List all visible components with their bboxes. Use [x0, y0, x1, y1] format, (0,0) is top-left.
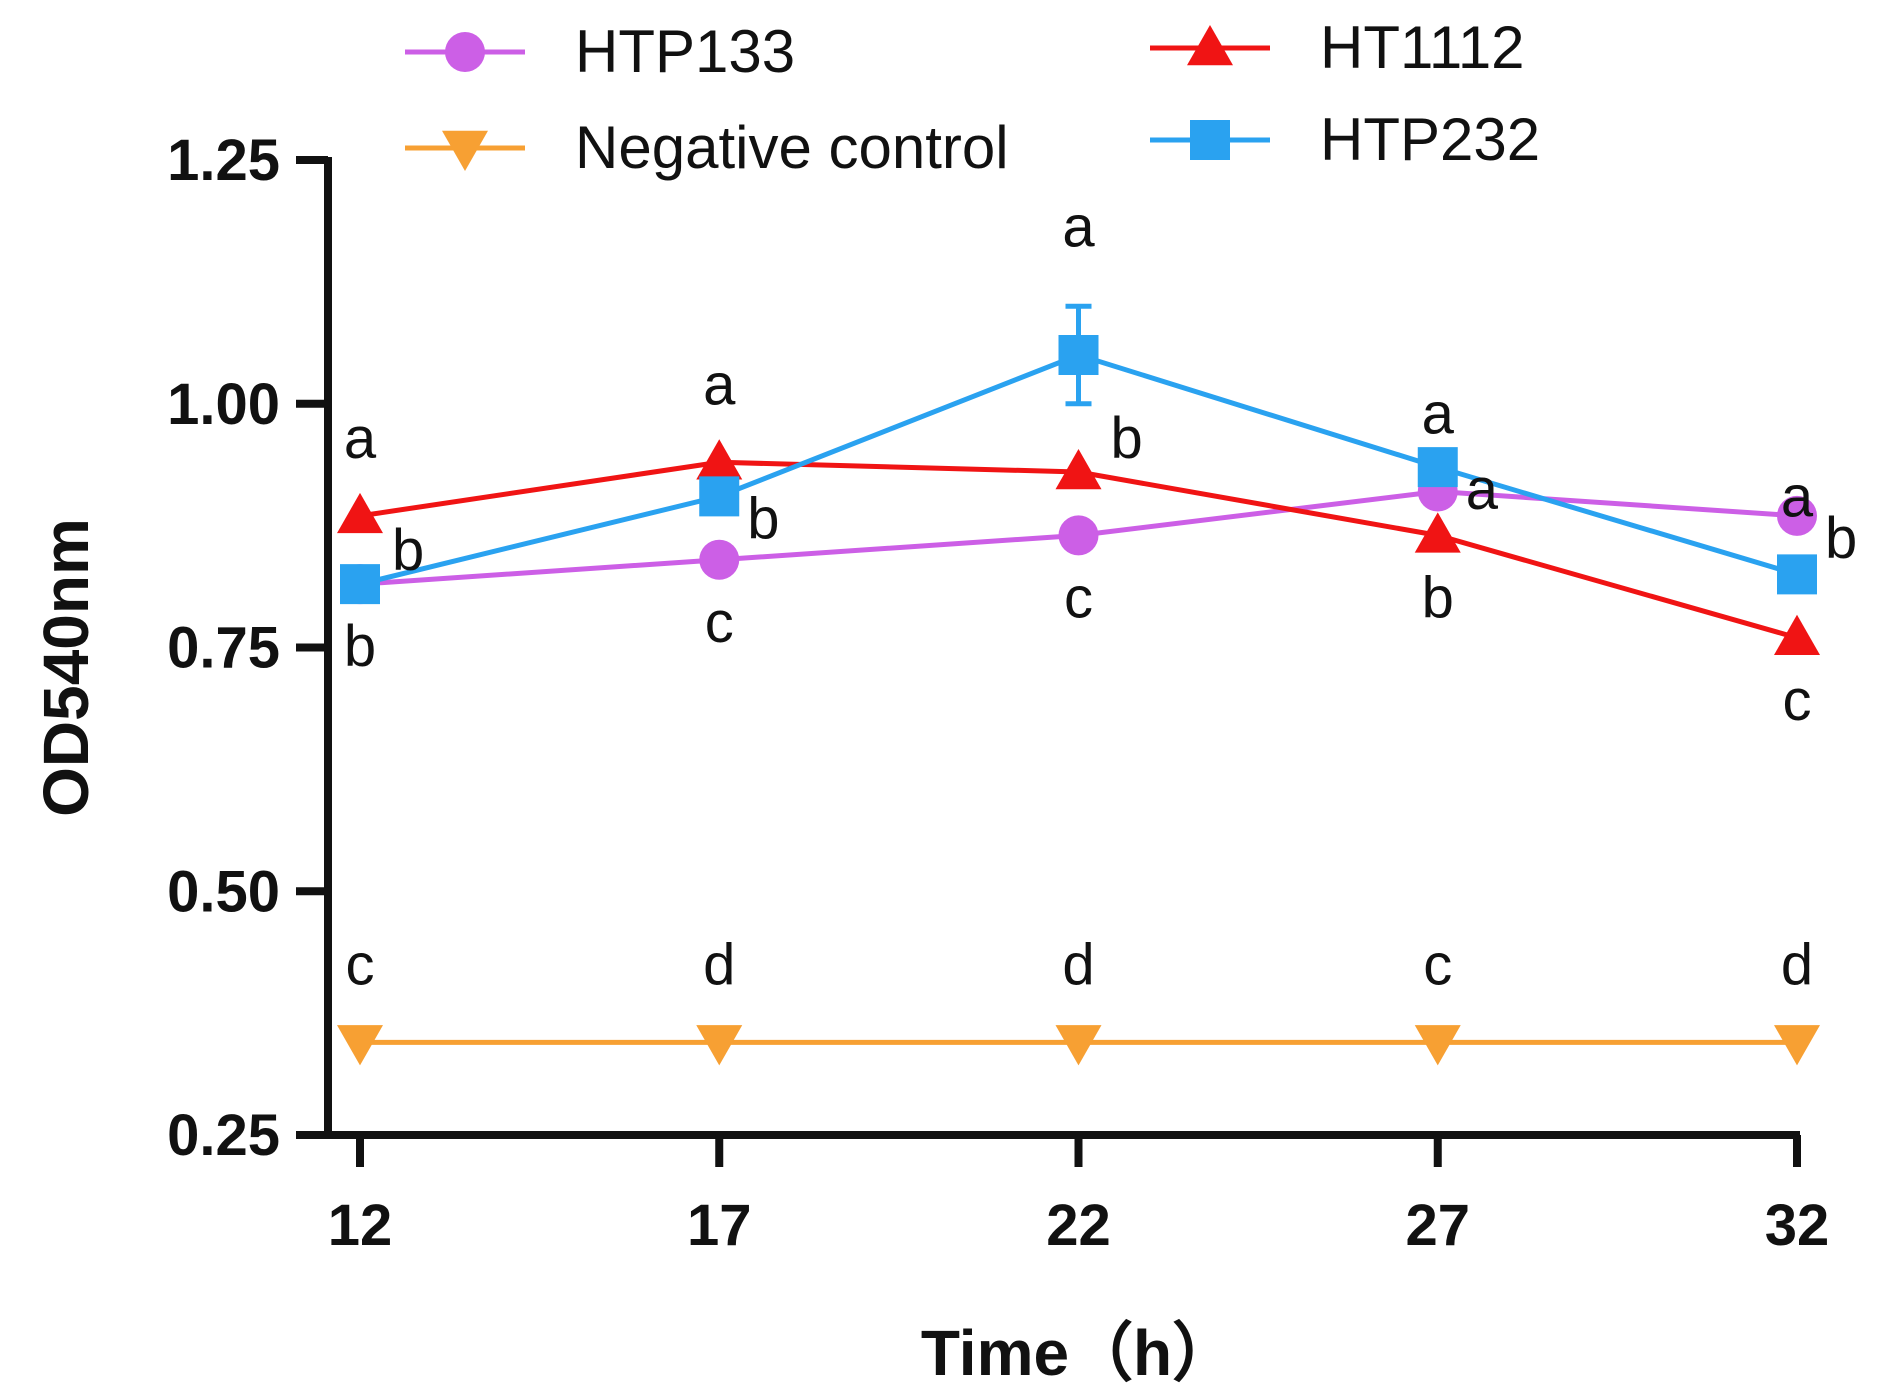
data-point [337, 1025, 383, 1066]
significance-letter: b [392, 518, 424, 583]
series-htp232 [340, 303, 1817, 605]
significance-letter: a [1466, 457, 1499, 522]
legend-item-htp232: HTP232 [1150, 106, 1540, 173]
x-tick-label: 32 [1765, 1193, 1830, 1258]
significance-letter: b [344, 614, 376, 679]
data-point [1414, 512, 1461, 553]
significance-letter: c [1064, 565, 1093, 630]
legend-marker [1187, 25, 1233, 66]
legend-item-ht1112: HT1112 [1150, 14, 1525, 81]
significance-letter: b [747, 486, 779, 551]
significance-letter: a [1422, 382, 1455, 447]
significance-letter: b [1111, 406, 1143, 471]
series-ht1112 [337, 439, 1820, 655]
significance-letter: d [1781, 932, 1813, 997]
significance-letter: c [705, 590, 734, 655]
legend-label: HT1112 [1320, 14, 1525, 81]
data-point [340, 564, 380, 605]
legend: HTP133 HT1112 Negative control HTP232 [405, 14, 1540, 181]
legend-label: HTP133 [575, 18, 795, 85]
x-tick-label: 17 [687, 1193, 752, 1258]
significance-letter: d [703, 932, 735, 997]
significance-letter: a [344, 406, 377, 471]
legend-marker [445, 32, 485, 72]
y-axis-title: OD540nm [30, 518, 102, 817]
significance-letter: c [1783, 668, 1812, 733]
data-point [1777, 554, 1817, 595]
data-point [337, 492, 383, 534]
legend-label: HTP232 [1320, 106, 1540, 173]
data-point [1414, 1025, 1461, 1066]
y-tick-label: 1.00 [167, 372, 280, 437]
legend-item-negative-control: Negative control [405, 114, 1009, 181]
data-point [1777, 495, 1817, 536]
significance-letter: a [703, 352, 736, 417]
x-axis-title: Time（h） [921, 1317, 1236, 1389]
series-layer [337, 303, 1820, 1066]
significance-letter: a [1062, 194, 1095, 259]
legend-marker [1190, 120, 1230, 160]
significance-letter: a [1781, 464, 1814, 529]
data-point [1055, 1025, 1102, 1066]
significance-letter: c [346, 932, 375, 997]
data-point [1055, 449, 1102, 490]
data-point [1058, 515, 1099, 556]
x-tick-label: 12 [328, 1193, 393, 1258]
legend-label: Negative control [575, 114, 1009, 181]
legend-marker [442, 130, 488, 171]
y-tick-label: 0.25 [167, 1103, 280, 1168]
data-point [1774, 1025, 1820, 1066]
x-tick-label: 22 [1046, 1193, 1111, 1258]
y-tick-label: 0.50 [167, 859, 280, 924]
significance-letter: b [1422, 565, 1454, 630]
data-point [1058, 335, 1099, 375]
data-point [696, 439, 743, 480]
data-point [699, 539, 740, 580]
data-point [1774, 614, 1820, 655]
significance-letter: d [1062, 932, 1094, 997]
data-point [696, 1025, 743, 1066]
significance-letter: b [1825, 506, 1857, 571]
significance-letter: c [1423, 932, 1452, 997]
x-tick-label: 27 [1405, 1193, 1470, 1258]
legend-item-htp133: HTP133 [405, 18, 795, 85]
series-negative-control [337, 1025, 1820, 1066]
y-tick-label: 0.75 [167, 616, 280, 681]
data-point [1417, 447, 1458, 488]
y-tick-label: 1.25 [167, 128, 280, 193]
data-point [699, 476, 740, 517]
axes: 0.25 0.50 0.75 1.00 1.25 12 17 22 27 32 [167, 128, 1829, 1258]
